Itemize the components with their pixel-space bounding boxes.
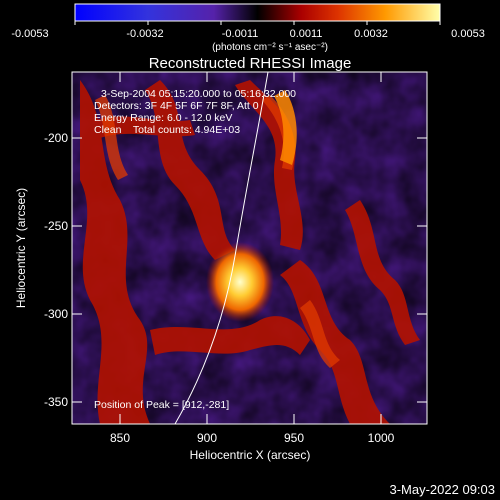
annotation-peak-position: Position of Peak = [912,-281] [94,399,229,411]
y-tick-label: -200 [44,131,68,145]
colorbar-unit-label: (photons cm⁻² s⁻¹ asec⁻²) [212,42,328,53]
y-axis-label: Heliocentric Y (arcsec) [14,188,28,308]
colorbar-tick-label: -0.0032 [126,28,163,40]
x-tick-label: 900 [197,431,217,445]
rhessi-image [72,72,427,424]
colorbar-tick-label: -0.0011 [222,28,259,40]
plot-frame [71,71,428,425]
colorbar-tick-label: 0.0053 [451,28,485,40]
x-tick-label: 1000 [368,431,395,445]
annotation-time-range: 3-Sep-2004 05:15:20.000 to 05:16:32.000 [101,88,296,100]
colorbar-tick-label: 0.0032 [354,28,388,40]
axis-ticks [72,72,427,424]
x-axis-label: Heliocentric X (arcsec) [190,448,311,462]
y-tick-label: -350 [44,395,68,409]
x-tick-label: 950 [284,431,304,445]
footer-date: 3-May-2022 09:03 [389,482,495,497]
x-tick-label: 850 [110,431,130,445]
colorbar-tick-label: -0.0053 [11,28,48,40]
colorbar: -0.0053 -0.0032 -0.0011 0.0011 0.0032 0.… [11,3,485,53]
y-tick-label: -250 [44,219,68,233]
annotation-detectors: Detectors: 3F 4F 5F 6F 7F 8F, Att 0 [94,100,259,112]
annotation-algorithm: Clean Total counts: 4.94E+03 [94,124,240,136]
colorbar-tick-label: 0.0011 [290,28,323,40]
y-tick-label: -300 [44,307,68,321]
peak-source [206,242,274,322]
annotation-energy-range: Energy Range: 6.0 - 12.0 keV [94,112,232,124]
plot-title: Reconstructed RHESSI Image [149,55,352,72]
solar-limb-line [174,72,269,424]
